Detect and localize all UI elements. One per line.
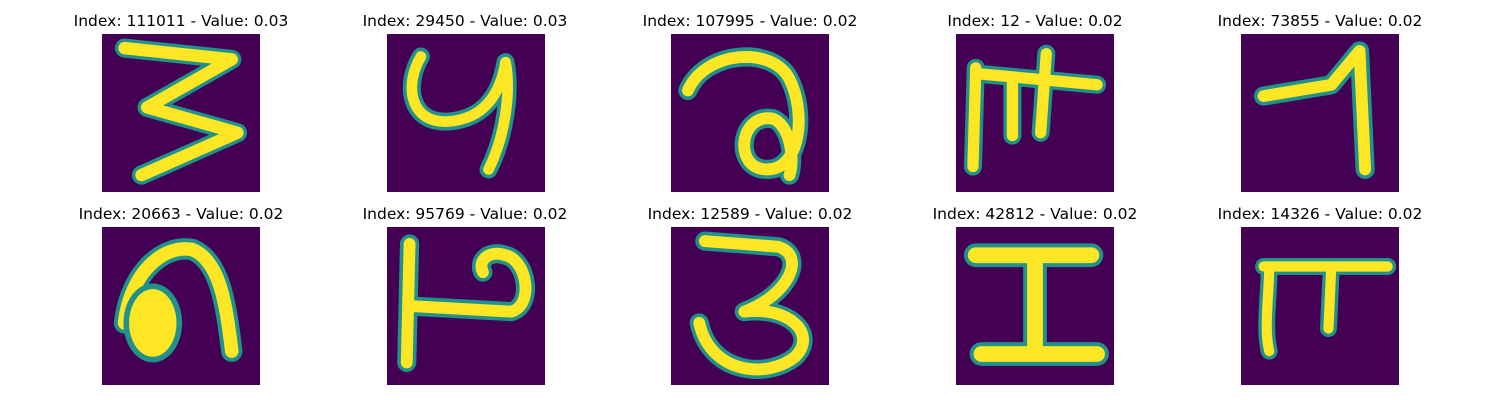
digit-image-8 bbox=[671, 227, 829, 385]
panel-title-4: Index: 12 - Value: 0.02 bbox=[947, 12, 1123, 30]
glyph-pi-image bbox=[1241, 227, 1399, 385]
digit-image-6 bbox=[102, 227, 260, 385]
glyph-p-bar-image bbox=[387, 227, 545, 385]
digit-image-4 bbox=[956, 34, 1114, 192]
glyph-loop-image bbox=[671, 34, 829, 192]
digit-image-9 bbox=[956, 227, 1114, 385]
glyph-i-beam-image bbox=[956, 227, 1114, 385]
panel-title-8: Index: 12589 - Value: 0.02 bbox=[647, 205, 853, 223]
glyph-seven-image bbox=[1241, 34, 1399, 192]
digit-image-7 bbox=[387, 227, 545, 385]
digit-image-3 bbox=[671, 34, 829, 192]
digit-image-2 bbox=[387, 34, 545, 192]
glyph-3-round-image bbox=[671, 227, 829, 385]
glyph-pi-cross-image bbox=[956, 34, 1114, 192]
panel-title-5: Index: 73855 - Value: 0.02 bbox=[1217, 12, 1423, 30]
digit-image-1 bbox=[102, 34, 260, 192]
glyph-3-zigzag-image bbox=[102, 34, 260, 192]
panel-title-1: Index: 111011 - Value: 0.03 bbox=[73, 12, 289, 30]
glyph-arch-image bbox=[102, 227, 260, 385]
digit-image-5 bbox=[1241, 34, 1399, 192]
panel-title-3: Index: 107995 - Value: 0.02 bbox=[642, 12, 858, 30]
panel-title-2: Index: 29450 - Value: 0.03 bbox=[362, 12, 568, 30]
digit-image-10 bbox=[1241, 227, 1399, 385]
panel-title-9: Index: 42812 - Value: 0.02 bbox=[932, 205, 1138, 223]
panel-title-6: Index: 20663 - Value: 0.02 bbox=[78, 205, 284, 223]
glyph-hook-image bbox=[387, 34, 545, 192]
panel-title-7: Index: 95769 - Value: 0.02 bbox=[362, 205, 568, 223]
panel-title-10: Index: 14326 - Value: 0.02 bbox=[1217, 205, 1423, 223]
